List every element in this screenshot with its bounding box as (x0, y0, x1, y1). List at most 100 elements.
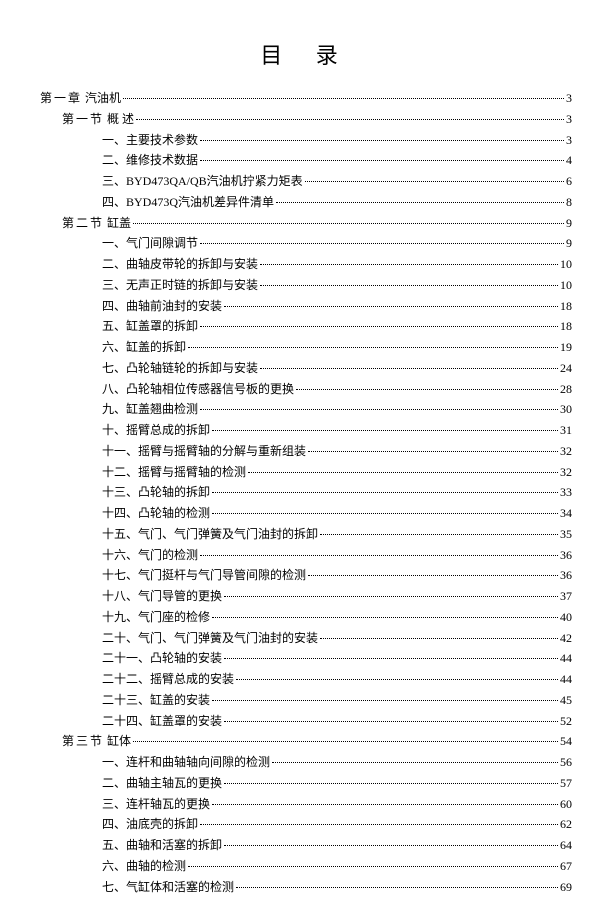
toc-entry-label: 三、BYD473QA/QB汽油机拧紧力矩表 (102, 171, 303, 192)
toc-dots (212, 513, 558, 514)
toc-entry-page: 10 (560, 275, 572, 296)
toc-entry-prefix: 第三节 (62, 734, 104, 748)
toc-entry: 四、BYD473Q汽油机差异件清单8 (40, 192, 572, 213)
toc-entry-text: 缸盖 (104, 216, 131, 230)
toc-entry-text: 汽油机 (82, 91, 121, 105)
toc-title: 目 录 (40, 38, 572, 70)
toc-entry-label: 第二节 缸盖 (62, 213, 131, 234)
toc-dots (320, 638, 558, 639)
toc-entry: 十四、凸轮轴的检测 34 (40, 503, 572, 524)
toc-entry-page: 24 (560, 358, 572, 379)
toc-entry: 六、缸盖的拆卸19 (40, 337, 572, 358)
toc-entry-page: 36 (560, 545, 572, 566)
toc-entry-label: 六、曲轴的检测 (102, 856, 186, 877)
toc-entry: 第一章 汽油机 3 (40, 88, 572, 109)
toc-entry-page: 56 (560, 752, 572, 773)
toc-entry: 十二、摇臂与摇臂轴的检测32 (40, 462, 572, 483)
toc-entry-page: 3 (566, 88, 572, 109)
toc-dots (200, 140, 564, 141)
toc-dots (188, 866, 558, 867)
toc-entry: 三、无声正时链的拆卸与安装10 (40, 275, 572, 296)
toc-dots (224, 596, 558, 597)
toc-entry: 九、缸盖翘曲检测 30 (40, 399, 572, 420)
toc-entry-page: 32 (560, 441, 572, 462)
toc-entry: 一、连杆和曲轴轴向间隙的检测 56 (40, 752, 572, 773)
toc-entry-label: 四、曲轴前油封的安装 (102, 296, 222, 317)
toc-entry-label: 三、连杆轴瓦的更换 (102, 794, 210, 815)
toc-entry-label: 一、连杆和曲轴轴向间隙的检测 (102, 752, 270, 773)
toc-entry-label: 第一章 汽油机 (40, 88, 121, 109)
toc-entry: 五、曲轴和活塞的拆卸64 (40, 835, 572, 856)
toc-entry-label: 二十、气门、气门弹簧及气门油封的安装 (102, 628, 318, 649)
toc-dots (260, 264, 558, 265)
toc-entry-text: 缸体 (104, 734, 131, 748)
toc-entry-label: 一、气门间隙调节 (102, 233, 198, 254)
toc-entry-page: 57 (560, 773, 572, 794)
toc-entry: 三、连杆轴瓦的更换60 (40, 794, 572, 815)
toc-entry-page: 33 (560, 482, 572, 503)
toc-entry: 十七、气门挺杆与气门导管间隙的检测36 (40, 565, 572, 586)
toc-dots (212, 430, 558, 431)
toc-entry: 十九、气门座的检修40 (40, 607, 572, 628)
toc-entry-page: 62 (560, 814, 572, 835)
toc-entry-page: 52 (560, 711, 572, 732)
toc-entry: 十六、气门的检测36 (40, 545, 572, 566)
toc-entry: 三、BYD473QA/QB汽油机拧紧力矩表 6 (40, 171, 572, 192)
toc-dots (296, 389, 558, 390)
toc-entry-page: 30 (560, 399, 572, 420)
toc-dots (200, 326, 558, 327)
toc-entry-label: 八、凸轮轴相位传感器信号板的更换 (102, 379, 294, 400)
toc-entry: 十三、凸轮轴的拆卸33 (40, 482, 572, 503)
toc-entry-label: 九、缸盖翘曲检测 (102, 399, 198, 420)
toc-dots (200, 243, 564, 244)
toc-entry-page: 44 (560, 669, 572, 690)
toc-entry: 第二节 缸盖9 (40, 213, 572, 234)
toc-dots (224, 845, 558, 846)
toc-entry-page: 35 (560, 524, 572, 545)
toc-list: 第一章 汽油机3第一节 概 述3一、主要技术参数3二、维修技术数据4三、BYD4… (40, 88, 572, 897)
toc-entry-page: 10 (560, 254, 572, 275)
toc-entry-label: 十八、气门导管的更换 (102, 586, 222, 607)
toc-dots (224, 783, 558, 784)
toc-entry-page: 37 (560, 586, 572, 607)
toc-entry: 二十、气门、气门弹簧及气门油封的安装42 (40, 628, 572, 649)
toc-entry-label: 二、曲轴皮带轮的拆卸与安装 (102, 254, 258, 275)
toc-entry: 二十四、缸盖罩的安装52 (40, 711, 572, 732)
toc-entry-label: 六、缸盖的拆卸 (102, 337, 186, 358)
toc-entry-label: 二十一、凸轮轴的安装 (102, 648, 222, 669)
toc-entry-page: 34 (560, 503, 572, 524)
toc-entry: 十一、摇臂与摇臂轴的分解与重新组装 32 (40, 441, 572, 462)
toc-entry-label: 十七、气门挺杆与气门导管间隙的检测 (102, 565, 306, 586)
toc-entry-label: 第一节 概 述 (62, 109, 134, 130)
toc-dots (224, 721, 558, 722)
toc-entry: 七、气缸体和活塞的检测69 (40, 877, 572, 897)
toc-entry-label: 十、摇臂总成的拆卸 (102, 420, 210, 441)
toc-entry-label: 四、油底壳的拆卸 (102, 814, 198, 835)
toc-entry-page: 6 (566, 171, 572, 192)
toc-entry: 二十三、缸盖的安装45 (40, 690, 572, 711)
toc-dots (248, 472, 558, 473)
toc-entry-page: 40 (560, 607, 572, 628)
toc-entry-label: 第三节 缸体 (62, 731, 131, 752)
toc-entry-page: 18 (560, 316, 572, 337)
toc-dots (212, 492, 558, 493)
toc-entry: 第三节 缸体54 (40, 731, 572, 752)
toc-entry-page: 4 (566, 150, 572, 171)
toc-entry-prefix: 第一节 (62, 112, 104, 126)
toc-entry-label: 十四、凸轮轴的检测 (102, 503, 210, 524)
toc-dots (260, 285, 558, 286)
toc-entry-page: 45 (560, 690, 572, 711)
toc-entry-label: 七、气缸体和活塞的检测 (102, 877, 234, 897)
toc-dots (200, 555, 558, 556)
toc-dots (123, 98, 564, 99)
toc-entry: 四、曲轴前油封的安装18 (40, 296, 572, 317)
toc-entry-label: 二、曲轴主轴瓦的更换 (102, 773, 222, 794)
toc-entry: 第一节 概 述3 (40, 109, 572, 130)
toc-entry-label: 七、凸轮轴链轮的拆卸与安装 (102, 358, 258, 379)
toc-entry-text: 概 述 (104, 112, 134, 126)
toc-entry: 二、曲轴皮带轮的拆卸与安装 10 (40, 254, 572, 275)
toc-entry: 五、缸盖罩的拆卸18 (40, 316, 572, 337)
toc-entry-label: 十一、摇臂与摇臂轴的分解与重新组装 (102, 441, 306, 462)
toc-entry-page: 32 (560, 462, 572, 483)
toc-dots (212, 804, 558, 805)
